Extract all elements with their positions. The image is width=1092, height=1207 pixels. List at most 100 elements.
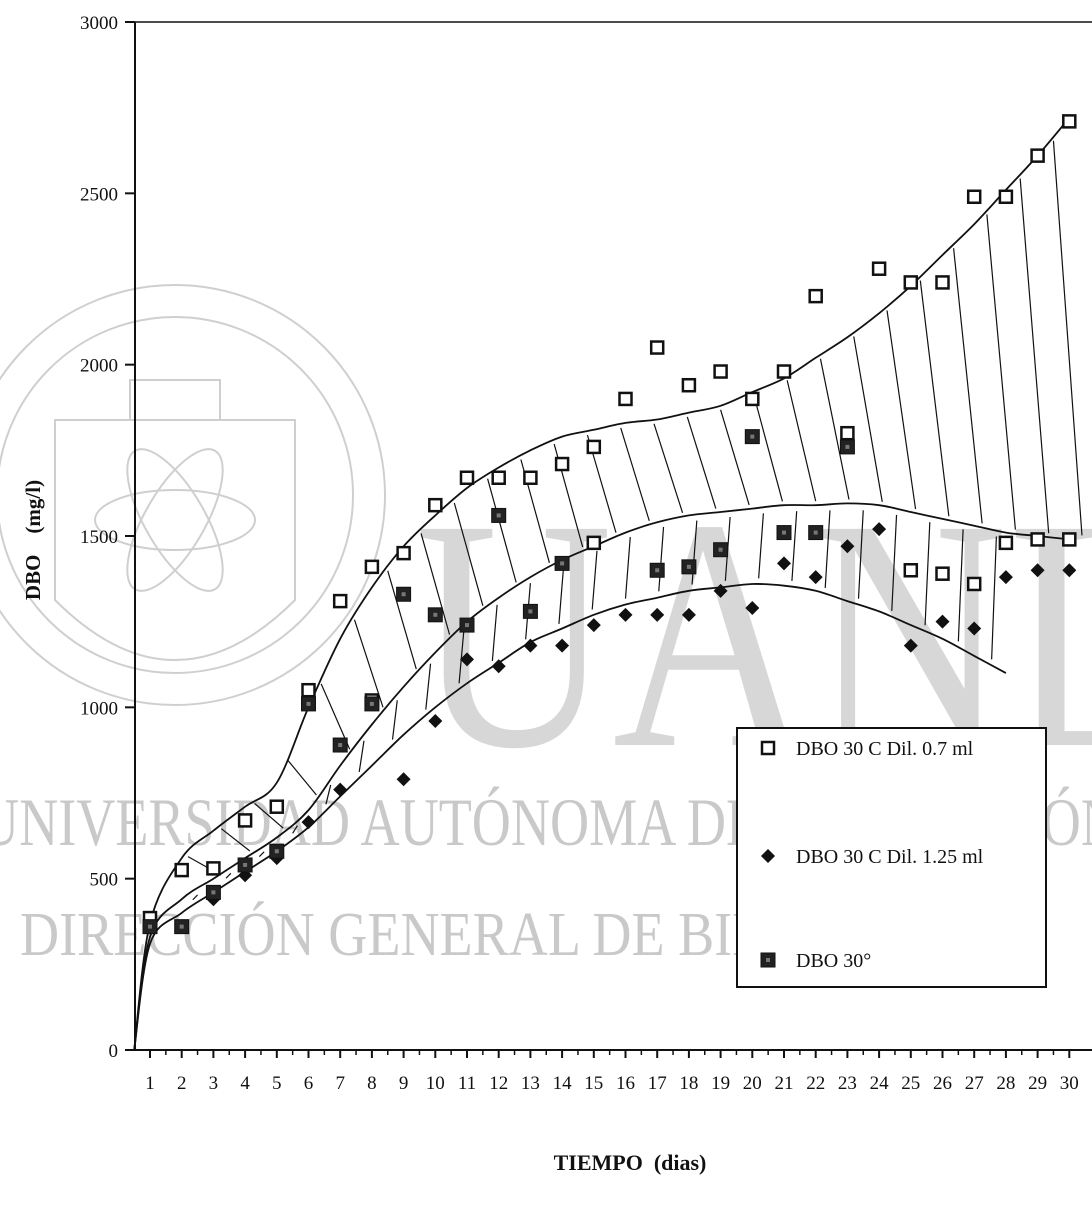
hatch-line	[720, 409, 750, 506]
point-series-2	[460, 652, 474, 667]
hatch-line	[924, 522, 931, 626]
point-series-3-center	[655, 568, 660, 573]
point-series-3-center	[718, 547, 723, 552]
legend: DBO 30 C Dil. 0.7 ml DBO 30 C Dil. 1.25 m…	[736, 727, 1047, 988]
hatch-line	[653, 423, 684, 513]
point-series-1	[237, 813, 253, 828]
y-axis-title: DBO (mg/l)	[21, 480, 45, 600]
x-tick-label: 17	[648, 1073, 667, 1094]
point-series-1	[523, 470, 538, 485]
point-series-1	[649, 340, 665, 355]
point-series-1	[206, 861, 221, 876]
hatch-line	[919, 280, 950, 517]
point-series-3-center	[179, 924, 184, 929]
legend-label-2: DBO 30 C Dil. 1.25 ml	[796, 846, 984, 868]
x-tick-label: 26	[933, 1073, 952, 1094]
hatch-line	[886, 310, 917, 510]
x-tick-label: 29	[1028, 1073, 1047, 1094]
point-series-2	[555, 638, 570, 653]
x-tick-label: 22	[806, 1073, 825, 1094]
x-tick-label: 20	[743, 1073, 762, 1094]
point-series-3-center	[433, 612, 438, 617]
x-tick-label: 2	[177, 1073, 187, 1094]
y-tick-label: 2000	[80, 356, 118, 377]
point-series-1	[1030, 532, 1045, 547]
point-series-1	[808, 288, 823, 304]
point-series-2	[1030, 563, 1045, 578]
point-series-3-center	[813, 530, 818, 535]
x-tick-label: 10	[426, 1073, 445, 1094]
point-series-1	[428, 497, 443, 513]
hatch-line	[387, 570, 417, 670]
x-tick-label: 5	[272, 1073, 282, 1094]
point-series-3-center	[369, 701, 374, 706]
point-series-2	[777, 556, 791, 571]
point-series-2	[301, 815, 316, 830]
point-series-1	[713, 364, 728, 379]
point-series-3-center	[401, 592, 406, 597]
point-series-2	[872, 522, 887, 537]
hatch-line	[1019, 178, 1050, 534]
point-series-1	[998, 535, 1014, 551]
y-tick-label: 3000	[80, 13, 118, 34]
point-series-1	[776, 364, 792, 379]
hatch-line	[853, 336, 883, 502]
point-series-3-center	[528, 609, 533, 614]
point-series-3-center	[338, 743, 343, 748]
x-tick-label: 11	[458, 1073, 476, 1094]
y-tick-label: 1000	[80, 698, 118, 719]
point-series-1	[554, 456, 570, 472]
y-tick-label: 500	[90, 870, 119, 891]
x-tick-label: 21	[775, 1073, 794, 1094]
point-series-2	[396, 772, 411, 787]
x-tick-label: 13	[521, 1073, 540, 1094]
point-series-3-center	[211, 890, 216, 895]
y-ticks: 0 500 1000 1500 2000 2500 3000	[80, 13, 135, 1062]
point-series-1	[935, 275, 950, 290]
point-series-1	[966, 189, 982, 205]
point-series-2	[618, 607, 633, 622]
hatch-line	[353, 619, 384, 708]
x-tick-label: 12	[489, 1073, 508, 1094]
hatch-line	[753, 395, 783, 502]
point-series-2	[1062, 563, 1077, 578]
x-tick-label: 3	[209, 1073, 219, 1094]
legend-label-1: DBO 30 C Dil. 0.7 ml	[796, 738, 974, 760]
y-tick-label: 1500	[80, 527, 118, 548]
legend-marker-2	[761, 849, 775, 863]
point-series-1	[840, 425, 855, 441]
x-tick-label: 25	[901, 1073, 920, 1094]
point-series-3-center	[465, 623, 469, 628]
y-tick-label: 0	[109, 1041, 119, 1062]
hatch-line	[786, 380, 817, 502]
hatch-line	[220, 828, 251, 852]
legend-box	[736, 727, 1047, 988]
y-tick-label: 2500	[80, 184, 118, 205]
x-tick-label: 19	[711, 1073, 730, 1094]
hatch-line	[991, 536, 997, 660]
point-series-2	[998, 570, 1013, 585]
hatch-line	[258, 851, 265, 857]
x-tick-label: 14	[553, 1073, 573, 1094]
hatch-line	[758, 513, 764, 579]
point-series-2	[903, 638, 918, 653]
university-seal	[0, 284, 386, 706]
point-series-3-center	[243, 862, 248, 867]
point-series-1	[1062, 114, 1077, 129]
data-points	[142, 114, 1077, 935]
x-tick-label: 28	[996, 1073, 1015, 1094]
point-series-3-center	[274, 849, 279, 854]
hatch-line	[420, 533, 451, 635]
point-series-2	[523, 638, 538, 653]
x-tick-label: 8	[367, 1073, 377, 1094]
x-tick-label: 18	[679, 1073, 698, 1094]
x-axis-title: TIEMPO (dias)	[554, 1150, 707, 1175]
point-series-2	[650, 607, 665, 622]
hatch-line	[791, 511, 798, 582]
point-series-1	[332, 593, 348, 609]
hatch-line	[287, 759, 317, 796]
hatch-line	[558, 565, 565, 624]
point-series-2	[967, 621, 982, 636]
legend-marker-3-center	[766, 958, 770, 962]
point-series-1	[745, 391, 760, 407]
